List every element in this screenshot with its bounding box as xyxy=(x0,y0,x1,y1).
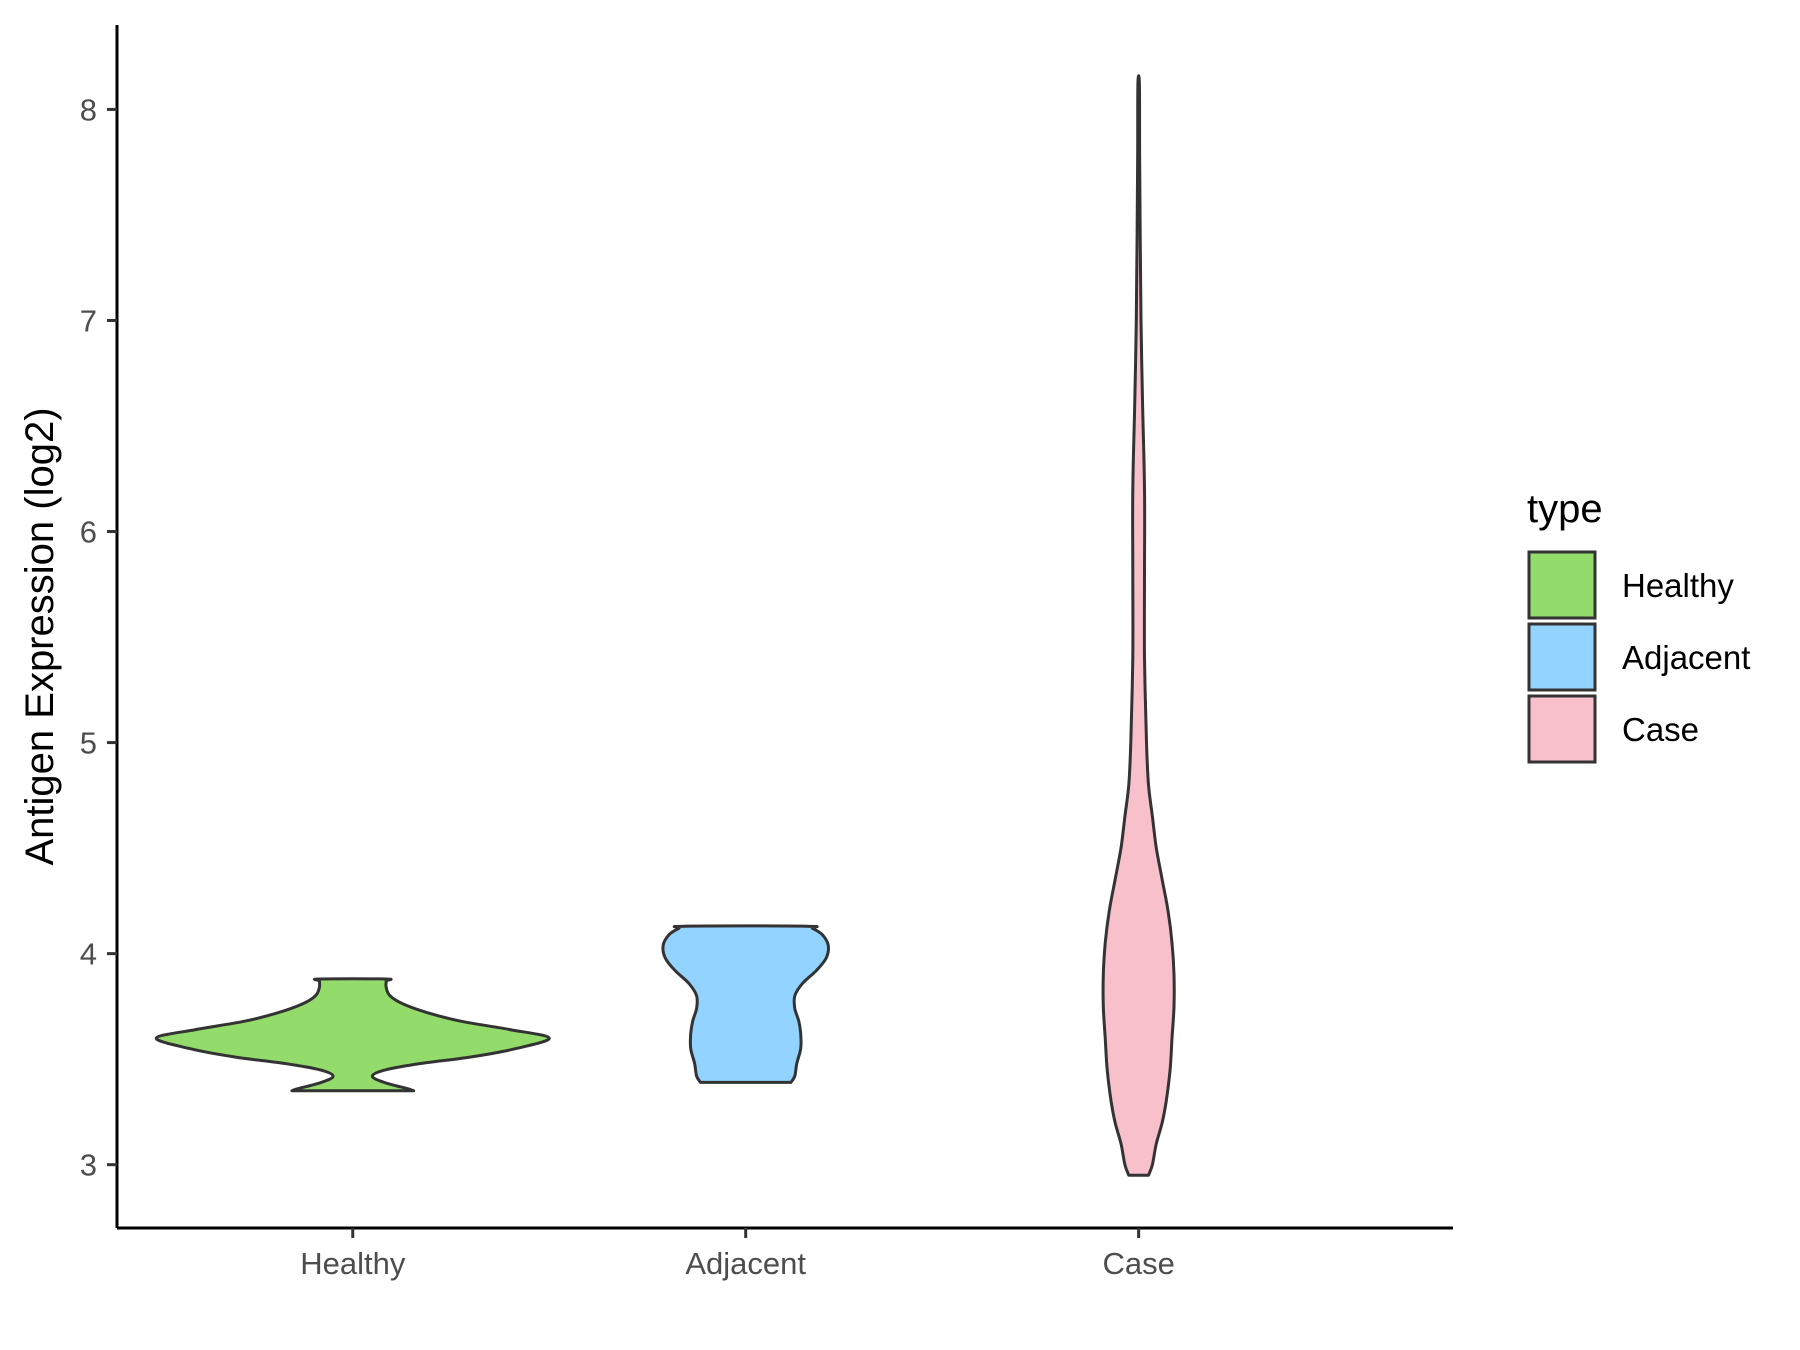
legend-label-case: Case xyxy=(1622,711,1699,748)
y-tick-label: 3 xyxy=(80,1148,97,1183)
legend-swatch-case xyxy=(1527,694,1597,764)
violin-healthy xyxy=(154,977,551,1093)
legend-label-healthy: Healthy xyxy=(1622,567,1734,604)
x-tick-label: Healthy xyxy=(300,1246,406,1281)
legend-swatch-adjacent xyxy=(1527,622,1597,692)
legend: type Healthy Adjacent Case xyxy=(1527,487,1750,764)
y-tick-label: 7 xyxy=(80,303,97,338)
axes: 3 4 5 6 7 8 Healthy Adjacent Case xyxy=(80,25,1453,1281)
x-axis-ticks: Healthy Adjacent Case xyxy=(300,1228,1175,1281)
y-axis-title: Antigen Expression (log2) xyxy=(18,407,62,865)
x-tick-label: Adjacent xyxy=(685,1246,806,1281)
y-tick-label: 6 xyxy=(80,515,97,550)
y-tick-label: 8 xyxy=(80,92,97,127)
legend-title: type xyxy=(1527,487,1603,531)
y-axis-ticks: 3 4 5 6 7 8 xyxy=(80,92,117,1183)
legend-swatch-healthy xyxy=(1527,550,1597,620)
y-tick-label: 5 xyxy=(80,726,97,761)
legend-items: Healthy Adjacent Case xyxy=(1527,550,1750,764)
violin-layer xyxy=(154,74,1176,1177)
violin-case xyxy=(1101,74,1176,1177)
violin-adjacent xyxy=(661,924,830,1084)
x-tick-label: Case xyxy=(1102,1246,1174,1281)
y-tick-label: 4 xyxy=(80,937,97,972)
legend-label-adjacent: Adjacent xyxy=(1622,639,1750,676)
